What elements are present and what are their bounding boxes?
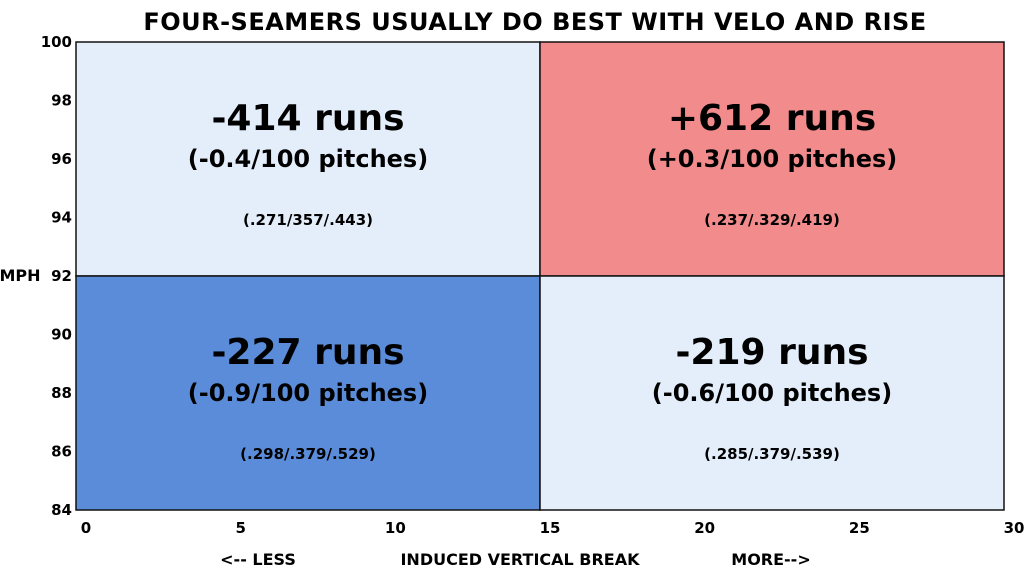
y-tick-label: 92	[51, 267, 72, 285]
quadrant-runs-high-ivb-low-velo: -219 runs	[675, 332, 868, 373]
axis-ticks: 0 5 10 15 20 25 30 84 86 88 90 92 94 96 98 100	[41, 33, 1024, 537]
quadrant-slash-high-ivb-high-velo: (.237/.329/.419)	[704, 211, 840, 229]
quadrant-slash-low-ivb-low-velo: (.298/.379/.529)	[240, 445, 376, 463]
y-tick-label: 98	[51, 92, 72, 110]
x-tick-label: 5	[235, 519, 245, 537]
quadrant-cell-low-ivb-high-velo	[75, 41, 541, 277]
x-tick-label: 10	[385, 519, 406, 537]
quadrant-per100-low-ivb-high-velo: (-0.4/100 pitches)	[188, 145, 428, 173]
quadrant-cell-high-ivb-low-velo	[539, 275, 1005, 511]
quadrant-runs-low-ivb-low-velo: -227 runs	[211, 332, 404, 373]
y-tick-label: 94	[51, 209, 72, 227]
quadrant-runs-high-ivb-high-velo: +612 runs	[668, 98, 876, 139]
quadrant-per100-high-ivb-low-velo: (-0.6/100 pitches)	[652, 379, 892, 407]
x-tick-label: 15	[540, 519, 561, 537]
y-tick-label: 84	[51, 501, 72, 519]
quadrant-slash-low-ivb-high-velo: (.271/357/.443)	[243, 211, 373, 229]
quadrant-cell-low-ivb-low-velo	[75, 275, 541, 511]
quadrant-slash-high-ivb-low-velo: (.285/.379/.539)	[704, 445, 840, 463]
quadrant-per100-low-ivb-low-velo: (-0.9/100 pitches)	[188, 379, 428, 407]
x-tick-label: 0	[81, 519, 91, 537]
x-tick-label: 30	[1004, 519, 1024, 537]
quadrant-per100-high-ivb-high-velo: (+0.3/100 pitches)	[647, 145, 898, 173]
quadrant-runs-low-ivb-high-velo: -414 runs	[211, 98, 404, 139]
x-axis-less-label: <-- LESS	[220, 550, 296, 569]
y-tick-label: 88	[51, 384, 72, 402]
x-axis-more-label: MORE-->	[731, 550, 810, 569]
y-tick-label: 90	[51, 326, 72, 344]
y-tick-label: 96	[51, 150, 72, 168]
x-tick-label: 20	[694, 519, 715, 537]
chart-title: FOUR-SEAMERS USUALLY DO BEST WITH VELO A…	[143, 8, 926, 36]
quadrant-cells: -414 runs (-0.4/100 pitches) (.271/357/.44…	[75, 41, 1005, 511]
y-tick-label: 100	[41, 33, 72, 51]
y-axis-label: MPH	[0, 266, 41, 285]
x-axis-label: INDUCED VERTICAL BREAK	[400, 550, 640, 569]
y-tick-label: 86	[51, 443, 72, 461]
x-tick-label: 25	[849, 519, 870, 537]
quadrant-cell-high-ivb-high-velo	[539, 41, 1005, 277]
